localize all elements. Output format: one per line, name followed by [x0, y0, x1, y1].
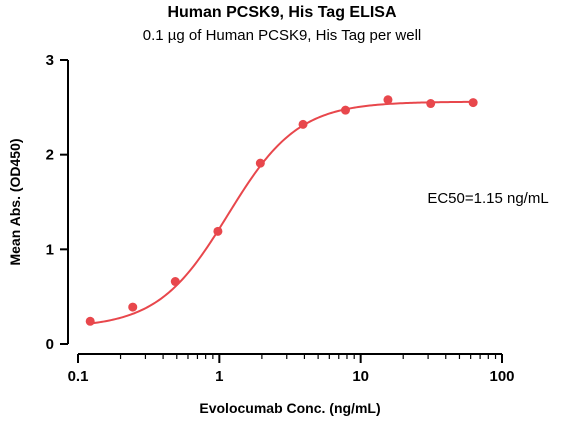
- y-tick-label: 0: [46, 336, 54, 353]
- axes: [67, 60, 502, 355]
- x-axis-label: Evolocumab Conc. (ng/mL): [199, 400, 380, 416]
- data-point: [255, 158, 265, 168]
- y-tick-label: 3: [46, 52, 54, 69]
- x-tick-label: 10: [352, 368, 369, 385]
- chart-subtitle: 0.1 µg of Human PCSK9, His Tag per well: [143, 27, 422, 44]
- chart-title: Human PCSK9, His Tag ELISA: [167, 4, 397, 21]
- data-point: [298, 119, 308, 129]
- y-ticks: 0 1 2 3: [46, 52, 68, 353]
- data-point: [170, 277, 180, 287]
- data-point: [213, 226, 223, 236]
- fit-curve: [90, 100, 474, 325]
- y-tick-label: 1: [46, 241, 54, 258]
- data-point: [128, 302, 138, 312]
- x-ticks: 0.1 1 10 100: [68, 354, 515, 385]
- x-tick-label: 1: [215, 368, 223, 385]
- data-point: [468, 98, 478, 108]
- y-tick-label: 2: [46, 147, 54, 164]
- data-point: [85, 316, 95, 326]
- data-point: [383, 95, 393, 105]
- data-points: [85, 95, 478, 326]
- x-minor-ticks: [119, 354, 497, 359]
- data-point: [340, 105, 350, 115]
- x-tick-label: 0.1: [68, 368, 89, 385]
- data-point: [426, 99, 436, 109]
- x-tick-label: 100: [489, 368, 514, 385]
- y-axis-label: Mean Abs. (OD450): [7, 138, 23, 265]
- ec50-annotation: EC50=1.15 ng/mL: [427, 190, 548, 207]
